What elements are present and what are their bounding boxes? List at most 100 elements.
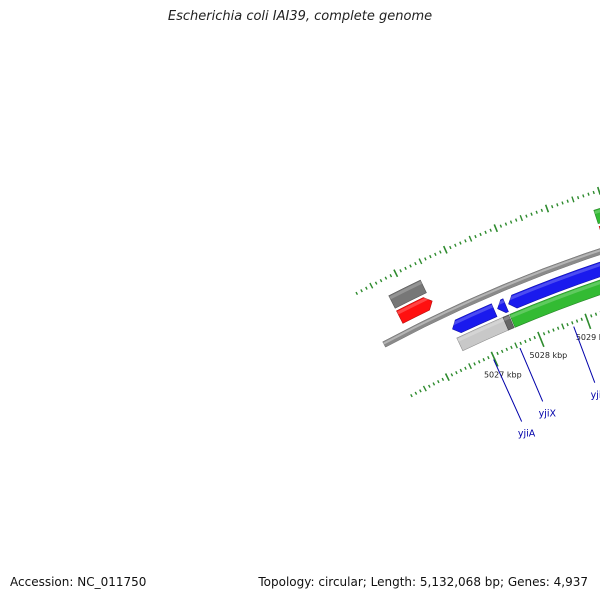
feature-unnamed-gray-top (388, 279, 427, 309)
inner-tick (561, 323, 565, 330)
scale-tick-label: 5029 kbp (576, 333, 600, 342)
outer-tick (439, 250, 442, 254)
feature-yjia-gray-end (502, 314, 515, 331)
inner-tick (533, 335, 536, 340)
inner-tick (468, 363, 472, 370)
inner-tick (528, 337, 532, 342)
feature-yjiy (508, 261, 600, 309)
outer-tick (434, 252, 437, 256)
inner-tick (547, 330, 550, 334)
inner-tick (459, 368, 463, 373)
feature-layer (388, 208, 600, 352)
scale-tick-label: 5027 kbp (484, 370, 522, 379)
inner-tick (514, 342, 518, 349)
outer-tick (514, 218, 518, 222)
outer-tick (509, 220, 513, 224)
outer-tick (409, 264, 412, 268)
inner-tick (490, 351, 496, 360)
inner-tick (496, 351, 499, 356)
inner-tick (473, 362, 476, 366)
inner-tick (464, 366, 467, 370)
outer-tick (459, 241, 462, 245)
feature-highlight (457, 318, 505, 342)
outer-tick (525, 214, 528, 218)
outer-tick (454, 243, 457, 247)
inner-tick (594, 312, 598, 316)
inner-tick (477, 360, 481, 364)
inner-tick (500, 349, 504, 354)
outer-tick (556, 203, 559, 207)
outer-tick (449, 245, 452, 250)
feature-highlight (495, 299, 505, 306)
inner-tick (410, 393, 413, 398)
feature-highlight (396, 295, 431, 315)
inner-tick (444, 373, 450, 382)
inner-tick (437, 379, 440, 384)
feature-highlight (389, 281, 423, 300)
inner-tick (566, 322, 569, 327)
label-leader-line (573, 326, 596, 383)
outer-tick (365, 286, 368, 290)
inner-tick (428, 384, 431, 388)
feature-highlight (594, 209, 600, 215)
label-leader-line (493, 359, 523, 422)
outer-tick (544, 204, 550, 213)
outer-tick (379, 278, 383, 283)
inner-tick (537, 331, 542, 340)
genome-backbone (382, 248, 600, 348)
feature-yjix (497, 298, 509, 314)
outer-tick (389, 274, 393, 278)
outer-tick (530, 212, 533, 216)
inner-tick (455, 370, 458, 375)
outer-tick (540, 208, 544, 213)
inner-tick (450, 373, 454, 377)
outer-tick (499, 224, 503, 228)
label-leader-line (519, 347, 544, 402)
feature-highlight (509, 281, 600, 319)
outer-tick (561, 201, 564, 205)
outer-tick (592, 190, 595, 195)
gene-label-yjia[interactable]: yjiA (518, 428, 536, 439)
outer-tick (355, 291, 359, 296)
inner-tick (542, 332, 546, 336)
map-title: Escherichia coli IAI39, complete genome (167, 9, 433, 24)
outer-tick (571, 196, 575, 203)
inner-tick (422, 385, 427, 392)
outer-tick (551, 204, 554, 209)
inner-tick (571, 321, 574, 325)
outer-tick (399, 269, 402, 273)
outer-tick (393, 269, 399, 278)
inner-tick (590, 314, 593, 318)
inner-tick (524, 339, 527, 344)
inner-tick (441, 377, 445, 382)
feature-yjiy (509, 279, 600, 328)
outer-tick (424, 257, 427, 261)
feature-highlight (503, 315, 511, 321)
inner-tick (580, 317, 583, 321)
inner-tick (414, 391, 418, 395)
outer-tick (369, 282, 374, 289)
outer-tick (468, 235, 473, 242)
outer-tick (429, 254, 432, 259)
outer-tick (474, 234, 477, 239)
inner-tick (432, 382, 436, 386)
label-layer: tsrECIAI39_4829yjiAyjiXyjiYECIAI39_4826E… (493, 326, 600, 439)
feature-highlight (449, 304, 494, 327)
backbone-layer (382, 248, 600, 348)
inner-tick (575, 319, 579, 323)
outer-tick (418, 258, 423, 265)
gene-label-yjix[interactable]: yjiX (539, 408, 557, 419)
outer-tick (587, 192, 590, 196)
outer-tick (489, 228, 492, 232)
genome-backbone-highlight (383, 249, 600, 345)
gene-label-yjiy[interactable]: yjiY (591, 390, 600, 401)
inner-tick (482, 358, 486, 362)
feature-tsr (593, 208, 600, 225)
accession-text: Accession: NC_011750 (10, 575, 147, 589)
inner-tick (552, 328, 555, 332)
outer-tick (504, 222, 508, 226)
inner-tick (505, 347, 509, 352)
outer-tick (374, 281, 378, 285)
